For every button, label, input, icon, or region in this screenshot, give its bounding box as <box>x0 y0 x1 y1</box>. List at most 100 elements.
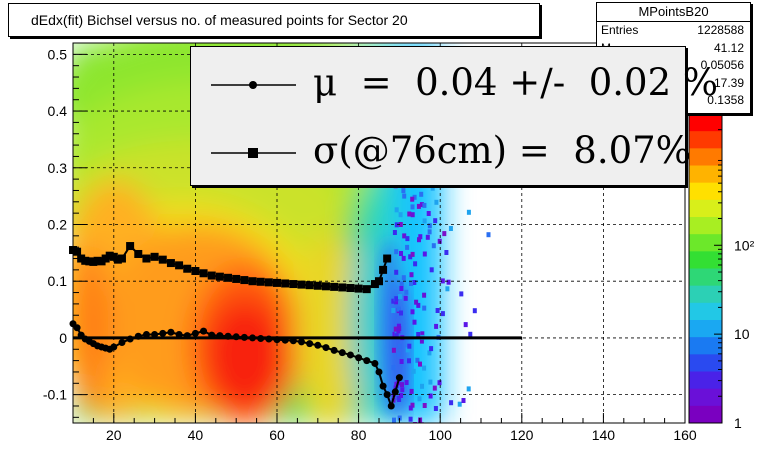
heatmap-cell <box>466 386 471 392</box>
sigma-point <box>81 256 90 265</box>
mean-point <box>110 343 118 351</box>
sigma-point <box>97 257 106 266</box>
stats-value: 41.12 <box>713 40 744 55</box>
heatmap-cell <box>397 397 402 402</box>
heatmap-cell <box>440 311 445 317</box>
heatmap-cell <box>394 299 398 305</box>
sigma-point <box>142 254 151 263</box>
heatmap-cell <box>414 299 419 305</box>
heatmap-cell <box>404 380 409 385</box>
palette-band <box>689 302 722 321</box>
x-tick-label: 120 <box>510 427 534 443</box>
palette-band <box>689 131 722 149</box>
sigma-point <box>232 274 241 283</box>
heatmap-cell <box>401 255 406 261</box>
heatmap-cell <box>399 310 403 316</box>
heatmap-cell <box>445 286 450 292</box>
heatmap-cell <box>429 267 434 273</box>
sigma-point <box>264 278 273 287</box>
heatmap-cell <box>446 279 451 285</box>
heatmap-cell <box>420 331 425 337</box>
heatmap-cell <box>408 254 413 260</box>
sigma-point <box>370 280 379 289</box>
sigma-point <box>183 264 192 273</box>
mean-point <box>395 374 403 382</box>
heatmap-cell <box>409 388 414 394</box>
heatmap-cell <box>399 393 403 398</box>
heatmap-cell <box>430 185 435 191</box>
heatmap-cell <box>422 202 427 208</box>
sigma-point <box>166 259 175 268</box>
mean-point <box>387 402 395 410</box>
x-tick-label: 160 <box>673 427 697 443</box>
legend-circle-marker-icon <box>211 81 296 89</box>
heatmap-cell <box>463 322 468 328</box>
palette-band <box>689 337 722 355</box>
mean-point <box>330 346 338 354</box>
sigma-point <box>73 247 82 256</box>
mean-point <box>314 341 322 349</box>
palette-band <box>689 234 722 252</box>
heatmap-cell <box>400 387 405 393</box>
heatmap-cell <box>394 207 399 213</box>
mean-point <box>306 340 314 348</box>
mean-point <box>142 331 150 339</box>
heatmap-cell <box>418 361 422 367</box>
heatmap-cell <box>412 194 417 200</box>
heatmap-cell <box>402 193 407 199</box>
sigma-point <box>113 255 122 264</box>
legend-entry-mean: μ = 0.04 +/- 0.02 % <box>191 55 718 115</box>
sigma-point <box>281 279 290 288</box>
palette-band <box>689 354 722 372</box>
palette-band <box>689 165 722 184</box>
sigma-point <box>330 282 339 291</box>
heatmap-cell <box>457 401 462 407</box>
stats-row: Entries 1228588 <box>597 22 750 40</box>
mean-point <box>175 331 183 339</box>
palette-band <box>689 114 722 132</box>
sigma-point <box>93 256 102 265</box>
heatmap-cell <box>412 280 417 285</box>
heatmap-cell <box>426 211 431 216</box>
chart-title: dEdx(fit) Bichsel versus no. of measured… <box>8 3 540 37</box>
sigma-point <box>305 281 314 290</box>
heatmap-cell <box>394 269 399 275</box>
x-tick-label: 20 <box>106 427 122 443</box>
palette-band <box>689 320 722 338</box>
sigma-point <box>85 257 94 266</box>
heatmap-cell <box>399 281 404 287</box>
heatmap-cell <box>432 385 437 391</box>
heatmap-cell <box>405 236 410 242</box>
sigma-point <box>383 254 392 263</box>
heatmap-cell <box>409 281 413 286</box>
sigma-point <box>338 283 347 292</box>
stats-value: 17.39 <box>713 75 744 90</box>
stats-row: 17.39 <box>597 75 750 93</box>
heatmap-cell <box>419 202 424 208</box>
heatmap-cell <box>410 196 415 202</box>
mean-point <box>363 357 371 365</box>
stats-name: Entries <box>601 23 639 37</box>
palette-tick-label: 10² <box>734 237 755 253</box>
palette-band <box>689 251 722 269</box>
sigma-point <box>273 278 281 287</box>
heatmap-cell <box>410 402 415 408</box>
heatmap-cell <box>486 232 491 238</box>
heatmap-cell <box>405 347 410 353</box>
heatmap-cell <box>468 331 473 337</box>
stats-value: 0.1358 <box>707 93 744 107</box>
heatmap-cell <box>401 188 406 194</box>
heatmap-cell <box>417 396 422 402</box>
heatmap-cell <box>413 261 418 267</box>
mean-point <box>297 338 305 346</box>
sigma-point <box>240 276 249 285</box>
sigma-point <box>191 267 200 275</box>
palette-ticks: 1 10 10² <box>714 129 755 431</box>
mean-point <box>151 331 159 339</box>
heatmap-cell <box>433 406 438 411</box>
sigma-point <box>134 249 143 258</box>
palette-band <box>689 388 722 407</box>
palette-band <box>689 199 722 218</box>
sigma-point <box>89 257 98 266</box>
heatmap-cell <box>397 326 402 331</box>
